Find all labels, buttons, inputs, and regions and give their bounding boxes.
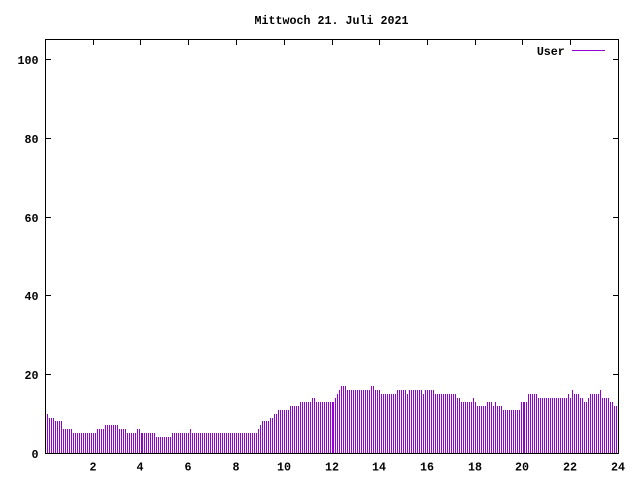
svg-text:2: 2: [90, 461, 97, 475]
svg-text:6: 6: [185, 461, 192, 475]
svg-text:24: 24: [611, 461, 625, 475]
svg-text:100: 100: [18, 54, 39, 68]
svg-text:80: 80: [25, 133, 39, 147]
svg-text:8: 8: [233, 461, 240, 475]
svg-text:18: 18: [468, 461, 482, 475]
svg-text:16: 16: [420, 461, 434, 475]
svg-text:20: 20: [515, 461, 529, 475]
svg-text:0: 0: [32, 448, 39, 462]
svg-text:12: 12: [325, 461, 339, 475]
svg-text:User: User: [537, 45, 565, 59]
svg-text:Mittwoch 21. Juli 2021: Mittwoch 21. Juli 2021: [255, 14, 409, 28]
svg-text:40: 40: [25, 290, 39, 304]
svg-text:14: 14: [372, 461, 386, 475]
svg-text:10: 10: [277, 461, 291, 475]
svg-text:4: 4: [137, 461, 144, 475]
svg-text:60: 60: [25, 212, 39, 226]
svg-text:22: 22: [563, 461, 577, 475]
svg-text:20: 20: [25, 369, 39, 383]
